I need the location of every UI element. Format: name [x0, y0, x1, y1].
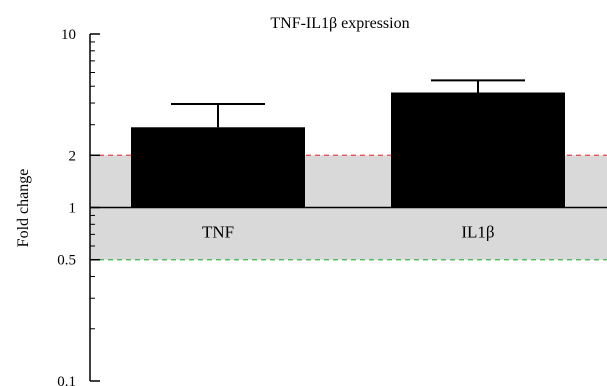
y-axis-label: Fold change [15, 169, 32, 248]
bars-layer: TNF IL1β [90, 79, 607, 242]
category-label-1: IL1β [461, 223, 494, 242]
y-tick-label-10: 10 [61, 27, 76, 43]
y-tick-label-0.1: 0.1 [57, 374, 76, 386]
bar-0 [131, 127, 305, 208]
chart-title: TNF-IL1β expression [270, 15, 409, 32]
category-label-0: TNF [202, 223, 234, 242]
y-tick-label-0.5: 0.5 [57, 253, 76, 269]
y-tick-label-2: 2 [69, 148, 77, 164]
y-axis: 0.1 0.5 1 2 10 [57, 27, 100, 386]
y-tick-label-1: 1 [69, 201, 77, 217]
bar-1 [391, 92, 565, 208]
